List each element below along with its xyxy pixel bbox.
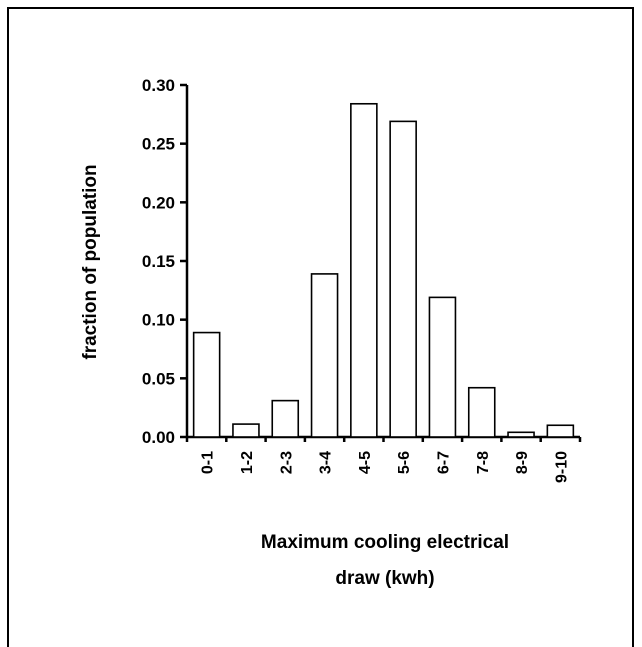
bar-1-2 <box>232 423 260 438</box>
x-tick-label: 7-8 <box>475 451 492 474</box>
bar-3-4 <box>310 273 339 438</box>
x-axis-title-line-1: Maximum cooling electrical <box>261 532 509 553</box>
x-tick-label: 1-2 <box>239 451 256 474</box>
y-tick-label: 0.20 <box>142 193 175 212</box>
bar-0-1 <box>192 331 221 438</box>
bar-4-5 <box>350 102 378 438</box>
x-tick-label: 2-3 <box>278 451 295 474</box>
x-tick-label: 4-5 <box>357 451 374 474</box>
y-tick-label: 0.25 <box>142 135 175 154</box>
x-tick-label: 5-6 <box>396 451 413 474</box>
bar-8-9 <box>507 431 535 438</box>
y-tick-label: 0.15 <box>142 252 175 271</box>
x-tick-label: 6-7 <box>435 451 452 474</box>
bar-9-10 <box>546 424 575 438</box>
bars <box>192 102 575 438</box>
bar-6-7 <box>428 296 457 438</box>
y-axis-title: fraction of population <box>80 164 101 359</box>
bar-7-8 <box>467 386 496 438</box>
bar-5-6 <box>389 120 417 438</box>
x-tick-label: 9-10 <box>553 451 570 483</box>
x-tick-label: 8-9 <box>514 451 531 474</box>
x-axis: 0-1 1-2 2-3 3-4 4-5 5-6 6-7 7-8 8-9 9-10 <box>185 435 582 483</box>
y-tick-label: 0.30 <box>142 76 175 95</box>
bar-2-3 <box>271 399 300 438</box>
x-axis-title-line-2: draw (kwh) <box>335 568 434 589</box>
y-tick-label: 0.05 <box>142 369 175 388</box>
y-axis: 0.00 0.05 0.10 0.15 0.20 0.25 0.30 <box>142 76 189 447</box>
x-tick-label: 3-4 <box>318 451 335 474</box>
figure-border <box>7 7 634 647</box>
y-tick-label: 0.10 <box>142 311 175 330</box>
y-tick-label: 0.00 <box>142 428 175 447</box>
x-tick-label: 0-1 <box>200 451 217 474</box>
